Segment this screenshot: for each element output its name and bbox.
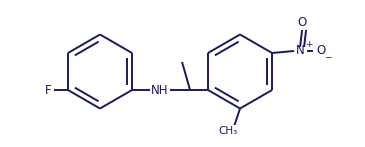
Text: +: +: [305, 40, 312, 49]
Text: O: O: [297, 15, 307, 29]
Text: NH: NH: [151, 83, 169, 96]
Text: O: O: [316, 45, 326, 57]
Text: N: N: [296, 45, 304, 57]
Text: CH₃: CH₃: [218, 126, 238, 136]
Text: −: −: [324, 52, 332, 61]
Text: F: F: [45, 85, 51, 97]
